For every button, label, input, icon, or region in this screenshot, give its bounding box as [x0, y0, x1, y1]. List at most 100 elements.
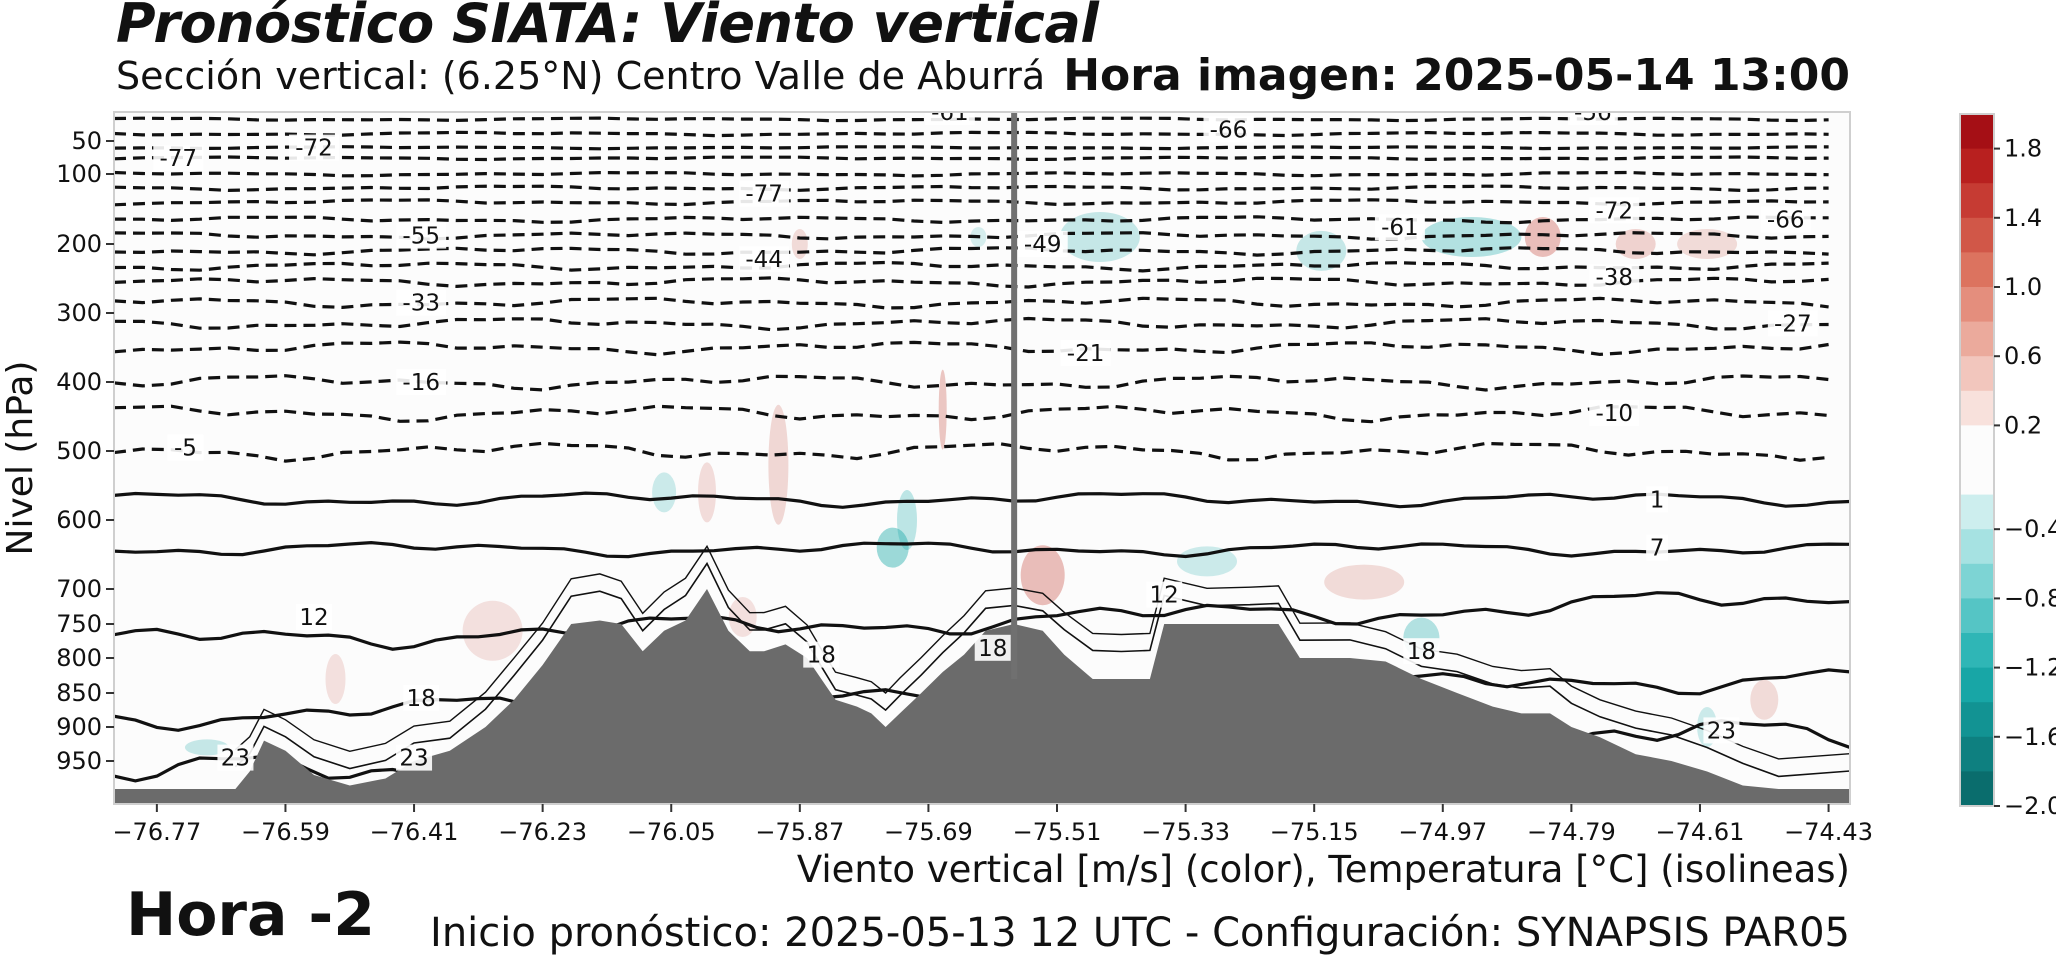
- colorbar-segment: [1960, 494, 1994, 530]
- isotherm-label: -61: [1381, 215, 1419, 241]
- isotherm-label: -38: [1595, 265, 1633, 291]
- isotherm-label-bg: [396, 744, 433, 771]
- downdraft-cell: [897, 490, 917, 550]
- colorbar-segment: [1960, 356, 1994, 392]
- isotherm-label-bg: [403, 684, 440, 711]
- y-tick-label: 50: [71, 127, 102, 155]
- y-tick-label: 100: [56, 160, 102, 188]
- isotherm-label: -56: [1574, 100, 1612, 126]
- downdraft-cell: [1177, 546, 1237, 577]
- y-tick-label: 900: [56, 713, 102, 741]
- isotherm-thin: [234, 544, 1850, 760]
- isotherm-label: -77: [160, 146, 198, 172]
- isotherm-label-bg: [396, 222, 447, 249]
- isotherm-dashed: [114, 246, 1829, 257]
- isotherm-dashed: [114, 404, 1829, 424]
- isotherm-label: 23: [1707, 718, 1736, 744]
- y-tick-label: 700: [56, 575, 102, 603]
- isotherm-dashed: [114, 316, 1829, 332]
- isotherm-dashed: [114, 215, 1829, 225]
- isotherm-dashed: [114, 145, 1829, 151]
- colorbar-segment: [1960, 633, 1994, 669]
- colorbar-segment: [1960, 114, 1994, 150]
- x-tick-label: −76.41: [370, 818, 459, 846]
- isotherm-label-bg: [1567, 112, 1618, 125]
- x-axis-label: Viento vertical [m/s] (color), Temperatu…: [796, 848, 1850, 891]
- x-tick-label: −76.23: [498, 818, 587, 846]
- colorbar-segment: [1960, 598, 1994, 634]
- colorbar-segment: [1960, 287, 1994, 323]
- colorbar-segment: [1960, 183, 1994, 219]
- y-tick-label: 950: [56, 747, 102, 775]
- x-tick-label: −76.77: [112, 818, 201, 846]
- updraft-cell: [791, 229, 808, 259]
- isotherm-label-bg: [396, 369, 447, 395]
- isotherm-label: -10: [1595, 401, 1633, 427]
- isotherm-label: -55: [402, 224, 440, 250]
- plot-frame: [113, 111, 1851, 805]
- terrain-fill: [114, 589, 1850, 804]
- x-tick-label: −75.33: [1141, 818, 1230, 846]
- colorbar-segment: [1960, 736, 1994, 772]
- updraft-cell: [768, 404, 789, 525]
- x-tick-label: −76.05: [627, 818, 716, 846]
- isotherm-labels: -77 -72 -61 -66 -56 -77 -72 -66 -55 -61 -49 -44 -38 -…: [153, 100, 1818, 772]
- isotherm-label-bg: [1703, 717, 1740, 744]
- updraft-cell: [1615, 229, 1656, 259]
- updraft-cell: [938, 369, 947, 450]
- isotherm-label-bg: [739, 180, 790, 207]
- colorbar-segment: [1960, 425, 1994, 496]
- colorbar-segment: [1960, 217, 1994, 253]
- isotherm-label: 18: [1407, 639, 1436, 665]
- colorbar-segment: [1960, 390, 1994, 426]
- isotherm-dashed: [114, 260, 1829, 273]
- isotherm-label-bg: [803, 641, 840, 668]
- x-tick-label: −75.87: [755, 818, 844, 846]
- colorbar-segment: [1960, 771, 1994, 807]
- y-tick-label: 400: [56, 368, 102, 396]
- colorbar-segment: [1960, 252, 1994, 288]
- y-tick-label: 850: [56, 679, 102, 707]
- isotherm-label: 12: [1150, 583, 1179, 609]
- updraft-cell: [1324, 564, 1405, 600]
- downdraft-cell: [876, 527, 909, 568]
- colorbar-frame: [1959, 113, 1995, 807]
- colorbar-tick-label: 1.8: [2004, 135, 2042, 163]
- isotherm-label-bg: [1060, 340, 1111, 367]
- isotherm-dashed: [114, 155, 1829, 162]
- isotherm-label-bg: [1646, 486, 1669, 513]
- isotherm-label: -21: [1067, 341, 1105, 367]
- y-axis-label: Nivel (hPa): [0, 361, 41, 556]
- updraft-cell: [462, 600, 523, 661]
- isotherm-label: -66: [1767, 208, 1805, 234]
- isotherm-label-bg: [167, 434, 204, 461]
- isotherm-label-bg: [1760, 206, 1811, 233]
- isotherm-label-bg: [1017, 231, 1068, 257]
- isotherm-label-bg: [296, 604, 333, 630]
- colorbar-tick-label: −0.4: [2004, 515, 2056, 543]
- isotherm-label: -72: [1595, 198, 1633, 224]
- isotherm-label: -72: [295, 136, 333, 162]
- isotherm-label: -77: [745, 182, 783, 208]
- relative-hour-label: Hora -2: [126, 880, 376, 950]
- image-time-label: Hora imagen: 2025-05-14 13:00: [1063, 50, 1850, 101]
- isotherm-label: 18: [978, 636, 1007, 662]
- colorbar-segment: [1960, 321, 1994, 357]
- colorbar-segment: [1960, 667, 1994, 703]
- isotherm-label-bg: [1146, 581, 1183, 608]
- isotherm-label-bg: [974, 634, 1011, 661]
- updraft-cell: [728, 597, 757, 637]
- colorbar-segment: [1960, 148, 1994, 184]
- isotherm-solid: [114, 591, 1850, 651]
- isotherm-solid: [114, 491, 1850, 509]
- y-tick-label: 500: [56, 437, 102, 465]
- isotherm-label: -16: [402, 370, 440, 396]
- y-tick-label: 600: [56, 506, 102, 534]
- colorbar-tick-label: 0.2: [2004, 411, 2042, 439]
- isotherm-thin: [234, 561, 1850, 778]
- colorbar-tick-label: 1.0: [2004, 273, 2042, 301]
- x-tick-label: −75.15: [1270, 818, 1359, 846]
- chart-title: Pronóstico SIATA: Viento vertical: [116, 0, 1099, 55]
- y-tick-label: 800: [56, 644, 102, 672]
